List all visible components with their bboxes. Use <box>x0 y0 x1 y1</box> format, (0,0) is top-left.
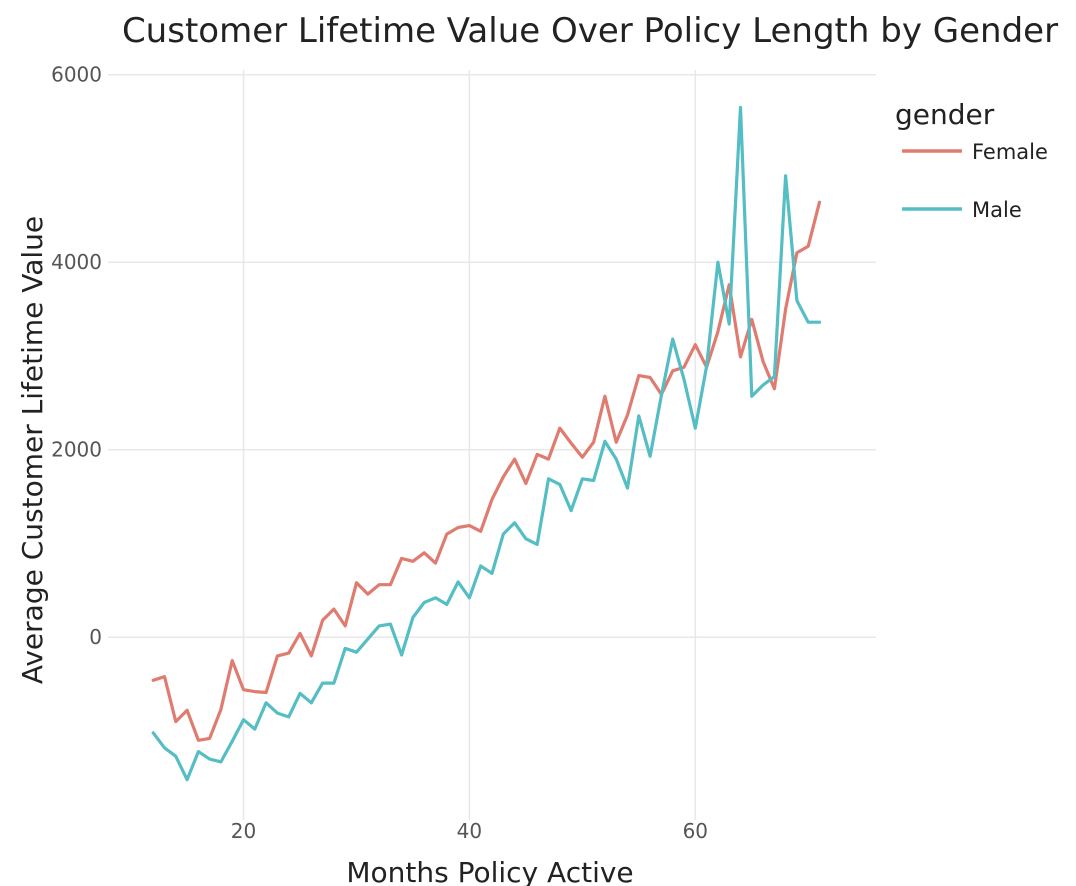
legend-label-female: Female <box>972 140 1048 164</box>
y-tick-label: 0 <box>89 625 102 649</box>
tick-labels: 0 2000 4000 6000 20 40 60 <box>51 63 708 843</box>
x-tick-label: 20 <box>231 819 256 843</box>
y-tick-label: 6000 <box>51 63 102 87</box>
legend: gender Female Male <box>895 98 1048 222</box>
y-tick-label: 2000 <box>51 438 102 462</box>
chart-title: Customer Lifetime Value Over Policy Leng… <box>122 11 1058 51</box>
series-lines <box>151 105 822 782</box>
y-tick-label: 4000 <box>51 250 102 274</box>
series-line-female <box>151 200 822 742</box>
y-axis-title: Average Customer Lifetime Value <box>16 216 49 684</box>
legend-title: gender <box>895 98 995 131</box>
x-axis-title: Months Policy Active <box>346 856 633 886</box>
series-line-male <box>151 105 822 782</box>
legend-label-male: Male <box>972 198 1022 222</box>
x-tick-label: 60 <box>683 819 708 843</box>
gridlines <box>108 70 876 820</box>
x-tick-label: 40 <box>457 819 482 843</box>
